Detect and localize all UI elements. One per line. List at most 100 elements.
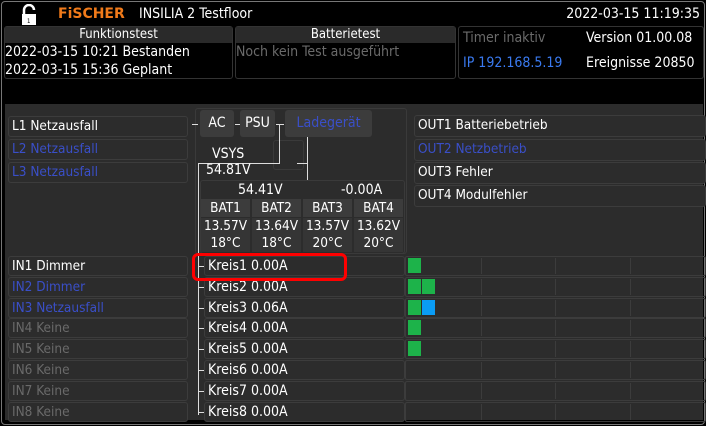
circuit-2[interactable]: Kreis2 0.00A <box>204 276 405 297</box>
grid-divider <box>630 362 631 378</box>
circuit-status-indicator <box>422 299 435 315</box>
output-3[interactable]: OUT3 Fehler <box>414 162 706 184</box>
funktionstest-title: Funktionstest <box>5 27 232 43</box>
psu-button[interactable]: PSU <box>240 110 275 137</box>
grid-divider <box>630 382 631 399</box>
connector-line <box>198 266 204 267</box>
circuit-6[interactable]: Kreis6 0.00A <box>204 360 405 380</box>
grid-divider <box>481 278 482 295</box>
grid-divider <box>630 341 631 358</box>
grid-divider <box>555 382 556 399</box>
grid-divider <box>555 258 556 274</box>
battery-4-temp: 20°C <box>354 235 403 252</box>
grid-divider <box>630 258 631 274</box>
battery-3-voltage: 13.57V <box>303 218 352 235</box>
selection-highlight <box>192 253 347 281</box>
battery-4-name: BAT4 <box>354 199 403 217</box>
connector-line <box>307 137 308 181</box>
grid-divider <box>630 278 631 295</box>
ip-address: IP 192.168.5.19 <box>463 55 563 71</box>
charger-button[interactable]: Ladegerät <box>285 110 372 137</box>
grid-divider <box>630 403 631 420</box>
input-8[interactable]: IN8 Keine <box>8 401 188 422</box>
grid-divider <box>555 362 556 378</box>
grid-divider <box>481 382 482 399</box>
battery-2-name: BAT2 <box>252 199 301 217</box>
version: Version 01.00.08 <box>586 30 693 46</box>
event-count[interactable]: Ereignisse 20850 <box>586 55 695 71</box>
circuit-7[interactable]: Kreis7 0.00A <box>204 380 405 401</box>
funktionstest-panel[interactable]: Funktionstest 2022-03-15 10:21 Bestanden… <box>4 26 233 79</box>
unlocked-padlock-icon[interactable]: 1 <box>20 3 38 26</box>
input-4[interactable]: IN4 Keine <box>8 318 188 339</box>
junction-box <box>273 140 304 170</box>
battery-1-voltage: 13.57V <box>201 218 250 235</box>
grid-divider <box>630 299 631 316</box>
input-3[interactable]: IN3 Netzausfall <box>8 297 188 318</box>
connector-line <box>198 411 204 413</box>
battery-4-voltage: 13.62V <box>354 218 403 235</box>
vsys-label: VSYS <box>212 146 245 162</box>
bus-line <box>198 163 199 415</box>
grid-divider <box>481 362 482 378</box>
connector-line <box>198 349 204 351</box>
grid-divider <box>555 320 556 337</box>
timer-status: Timer inaktiv <box>463 30 546 46</box>
funktionstest-line: 2022-03-15 10:21 Bestanden <box>5 44 190 60</box>
batterietest-panel[interactable]: Batterietest Noch kein Test ausgeführt <box>235 26 456 79</box>
battery-voltage: 54.41V <box>238 182 283 198</box>
battery-2-voltage: 13.64V <box>252 218 301 235</box>
grid-divider <box>555 403 556 420</box>
page-title: INSILIA 2 Testfloor <box>139 6 253 22</box>
grid-divider <box>555 341 556 358</box>
output-2[interactable]: OUT2 Netzbetrieb <box>414 139 706 161</box>
connector-line <box>198 286 204 288</box>
circuit-5[interactable]: Kreis5 0.00A <box>204 339 405 360</box>
funktionstest-line: 2022-03-15 15:36 Geplant <box>5 62 173 78</box>
output-4[interactable]: OUT4 Modulfehler <box>414 185 706 207</box>
connector-line <box>297 163 307 164</box>
connector-line <box>198 390 204 392</box>
brand-logo: FiSCHER <box>58 6 125 22</box>
circuit-status-indicator <box>408 299 421 315</box>
input-5[interactable]: IN5 Keine <box>8 339 188 360</box>
ac-button[interactable]: AC <box>200 110 234 137</box>
circuit-1[interactable]: Kreis1 0.00A <box>204 256 405 276</box>
battery-3-temp: 20°C <box>303 235 352 252</box>
grid-divider <box>481 258 482 274</box>
circuit-status-indicator <box>408 278 421 294</box>
grid-divider <box>481 320 482 337</box>
input-2[interactable]: IN2 Dimmer <box>8 276 188 297</box>
output-1[interactable]: OUT1 Batteriebetrieb <box>414 115 706 137</box>
battery-current: -0.00A <box>341 182 383 198</box>
phase-l3[interactable]: L3 Netzausfall <box>8 162 188 183</box>
svg-text:1: 1 <box>27 18 30 25</box>
phase-l2[interactable]: L2 Netzausfall <box>8 139 188 160</box>
phase-l1[interactable]: L1 Netzausfall <box>8 116 188 137</box>
circuit-status-indicator <box>422 278 435 294</box>
grid-divider <box>630 320 631 337</box>
vsys-value: 54.81V <box>206 162 251 178</box>
grid-divider <box>481 403 482 420</box>
circuit-3[interactable]: Kreis3 0.06A <box>204 297 405 318</box>
circuit-status-indicator <box>408 320 421 336</box>
input-6[interactable]: IN6 Keine <box>8 360 188 380</box>
connector-line <box>192 124 198 125</box>
connector-line <box>279 124 280 164</box>
battery-3-name: BAT3 <box>303 199 352 217</box>
circuit-8[interactable]: Kreis8 0.00A <box>204 401 405 422</box>
circuit-status-indicator <box>408 258 421 273</box>
connector-line <box>198 370 204 371</box>
grid-divider <box>481 341 482 358</box>
circuit-4[interactable]: Kreis4 0.00A <box>204 318 405 339</box>
connector-line <box>198 328 204 330</box>
grid-divider <box>481 299 482 316</box>
batterietest-title: Batterietest <box>236 27 455 43</box>
input-7[interactable]: IN7 Keine <box>8 380 188 401</box>
input-1[interactable]: IN1 Dimmer <box>8 256 188 276</box>
circuit-status-indicator <box>408 341 421 357</box>
connector-line <box>276 124 284 125</box>
connector-line <box>198 163 280 164</box>
battery-2-temp: 18°C <box>252 235 301 252</box>
